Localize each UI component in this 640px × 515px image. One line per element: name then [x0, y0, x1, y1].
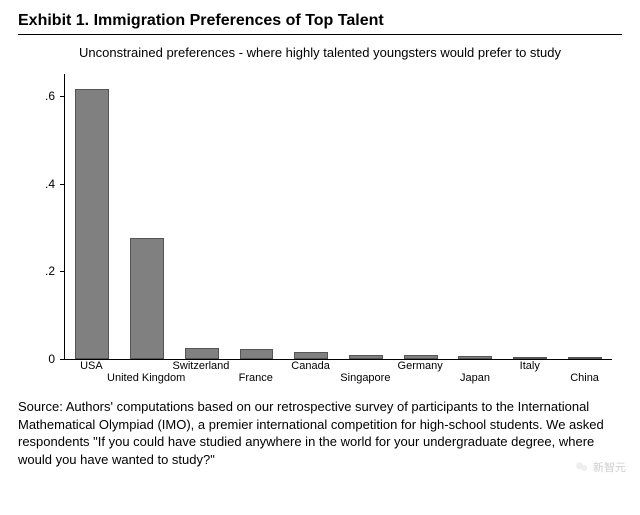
- bar-slot: [557, 74, 612, 359]
- bar: [130, 238, 164, 359]
- y-tick-mark: [60, 184, 65, 185]
- title-rule: [18, 34, 622, 35]
- x-label: Switzerland: [174, 360, 229, 388]
- x-label: Italy: [502, 360, 557, 388]
- x-label: Germany: [393, 360, 448, 388]
- x-label: Japan: [448, 360, 503, 388]
- x-label: United Kingdom: [119, 360, 174, 388]
- chart-subtitle: Unconstrained preferences - where highly…: [18, 45, 622, 60]
- bar: [185, 348, 219, 359]
- y-tick-mark: [60, 271, 65, 272]
- x-label-text: Germany: [398, 360, 443, 372]
- bar-slot: [120, 74, 175, 359]
- bar: [75, 89, 109, 359]
- plot-area: 0.2.4.6: [64, 74, 612, 360]
- bar-slot: [65, 74, 120, 359]
- bar: [458, 356, 492, 360]
- x-label: Singapore: [338, 360, 393, 388]
- x-label-text: Singapore: [340, 372, 390, 384]
- x-label-text: Switzerland: [173, 360, 230, 372]
- x-label: Canada: [283, 360, 338, 388]
- bar: [240, 349, 274, 359]
- x-label: France: [228, 360, 283, 388]
- source-note: Source: Authors' computations based on o…: [18, 398, 622, 468]
- chart: 0.2.4.6 USA United KingdomSwitzerland Fran…: [20, 68, 620, 388]
- bar: [349, 355, 383, 359]
- bar-slot: [448, 74, 503, 359]
- bar-slot: [393, 74, 448, 359]
- bar: [513, 357, 547, 359]
- x-label-text: Canada: [291, 360, 330, 372]
- x-label-text: Italy: [520, 360, 540, 372]
- x-axis-labels: USA United KingdomSwitzerland France Canada…: [64, 360, 612, 388]
- bar-slot: [229, 74, 284, 359]
- bar: [294, 352, 328, 359]
- y-tick-mark: [60, 96, 65, 97]
- exhibit-title: Exhibit 1. Immigration Preferences of To…: [18, 12, 622, 30]
- bar-slot: [284, 74, 339, 359]
- bar: [568, 357, 602, 359]
- bar-slot: [339, 74, 394, 359]
- x-label-text: USA: [80, 360, 103, 372]
- bar-slot: [503, 74, 558, 359]
- x-label-text: Japan: [460, 372, 490, 384]
- x-label-text: France: [239, 372, 273, 384]
- bar: [404, 355, 438, 359]
- bar-slot: [174, 74, 229, 359]
- bars-container: [65, 74, 612, 359]
- x-label: China: [557, 360, 612, 388]
- x-label-text: China: [570, 372, 599, 384]
